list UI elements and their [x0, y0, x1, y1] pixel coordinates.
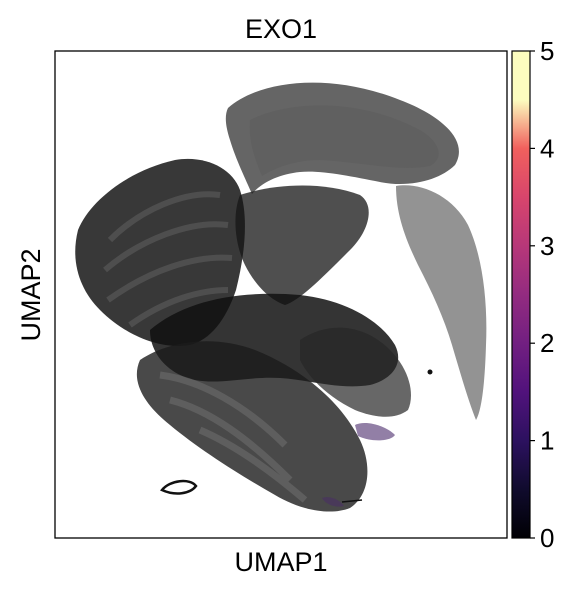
x-axis-label: UMAP1	[234, 547, 327, 577]
colorbar-tick-label: 0	[540, 523, 554, 553]
chart-title: EXO1	[245, 14, 317, 44]
y-axis-label: UMAP2	[16, 248, 46, 341]
cluster-middle-stalk	[235, 185, 369, 305]
colorbar-tick-label: 4	[540, 133, 554, 163]
colorbar-tick-label: 2	[540, 328, 554, 358]
cluster-right-thin-leaf	[396, 185, 487, 420]
cluster-lower-petal-ridges	[159, 371, 308, 503]
cluster-right-lobe	[300, 327, 411, 417]
plot-frame	[54, 50, 508, 539]
colorbar: 0 1 2 3 4 5	[511, 36, 554, 553]
cluster-upper-right-leaf-core	[249, 105, 439, 176]
scatter-points	[75, 82, 487, 512]
cluster-left-petal-ridges	[103, 191, 233, 328]
cluster-lower-petal	[136, 341, 368, 512]
colorbar-frame	[511, 50, 531, 539]
colorbar-gradient	[512, 51, 530, 538]
outlier-ring-bottom-left	[160, 479, 198, 495]
cluster-left-petal	[75, 158, 245, 346]
cluster-expressing-patch	[355, 423, 395, 441]
colorbar-tick-label: 1	[540, 426, 554, 456]
colorbar-tick-label: 5	[540, 36, 554, 66]
outlier-dot-right	[427, 369, 433, 375]
plot-area	[54, 50, 508, 539]
cluster-expressing-patch-small	[322, 497, 344, 507]
colorbar-ticks: 0 1 2 3 4 5	[530, 36, 554, 553]
outlier-streak-bottom	[341, 499, 363, 503]
cluster-upper-right-leaf	[225, 82, 459, 194]
colorbar-tick-label: 3	[540, 231, 554, 261]
